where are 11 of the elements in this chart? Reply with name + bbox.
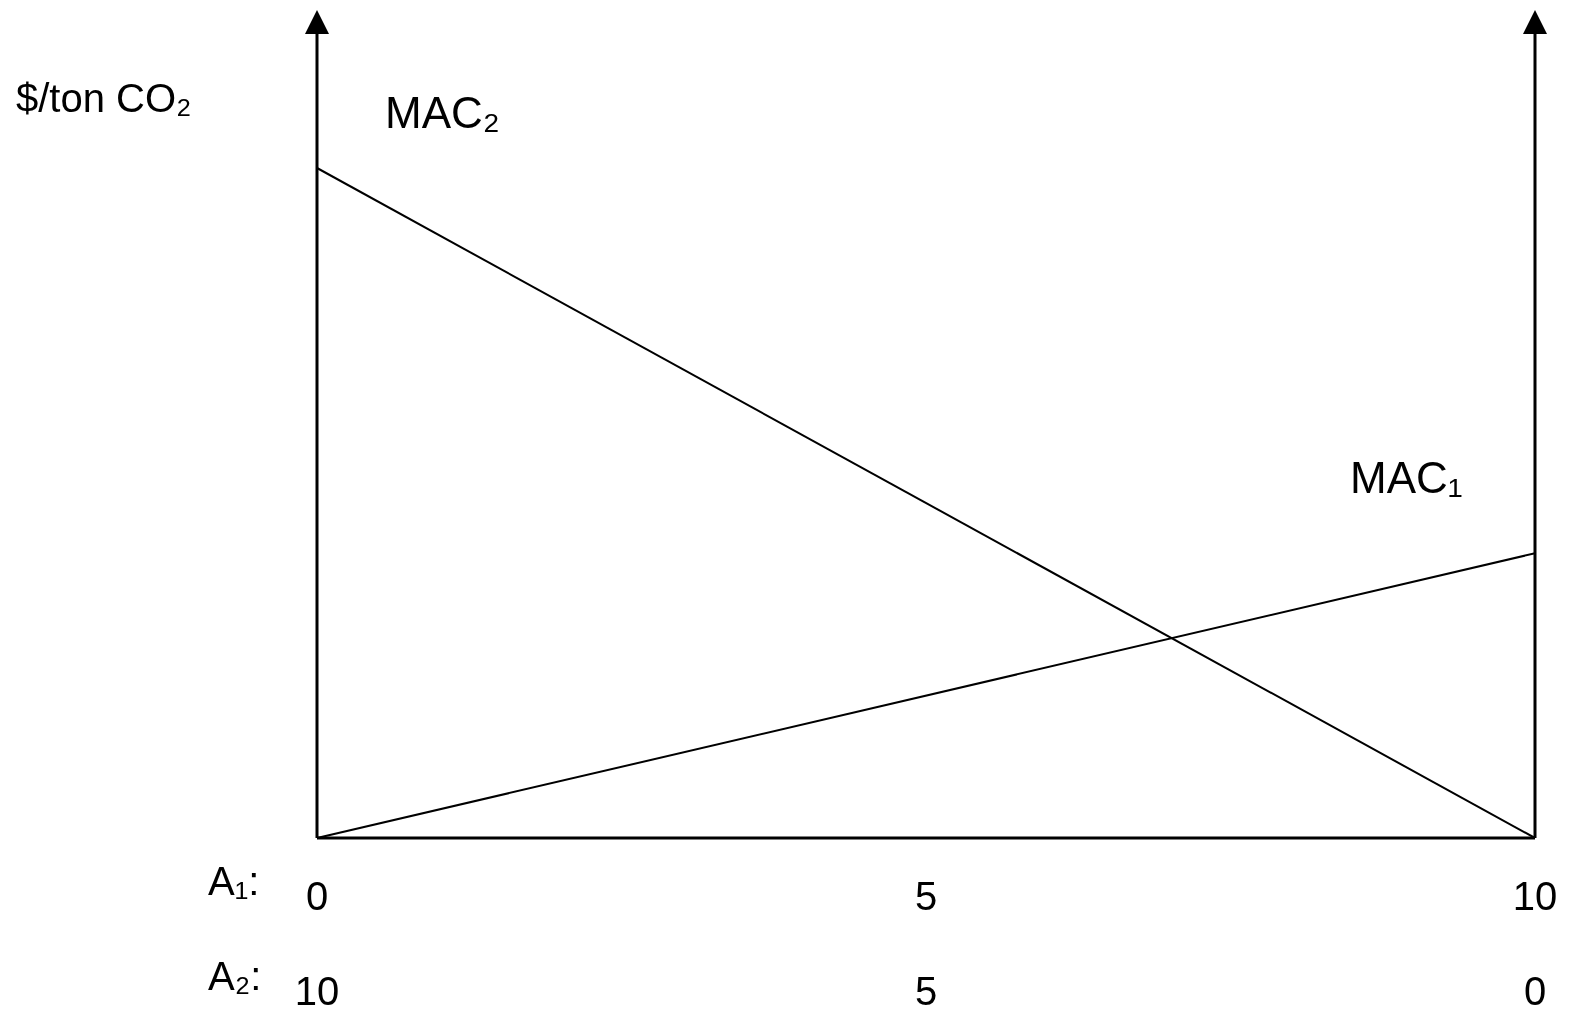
x2-tick-label: 5 bbox=[914, 969, 938, 1013]
x-tick-label: 5 bbox=[914, 874, 938, 918]
x2-axis-title: A₂: bbox=[208, 954, 262, 998]
x-tick-label: 10 bbox=[1512, 874, 1558, 918]
x2-tick-label: 0 bbox=[1523, 969, 1547, 1013]
y-axis-title: $/ton CO₂ bbox=[16, 76, 192, 120]
x2-tick-label: 10 bbox=[294, 969, 340, 1013]
x-axis-title: A₁: bbox=[208, 859, 260, 903]
x-tick-label: 0 bbox=[305, 874, 329, 918]
series-label: MAC₂ bbox=[385, 88, 500, 137]
series-label: MAC₁ bbox=[1350, 453, 1463, 503]
